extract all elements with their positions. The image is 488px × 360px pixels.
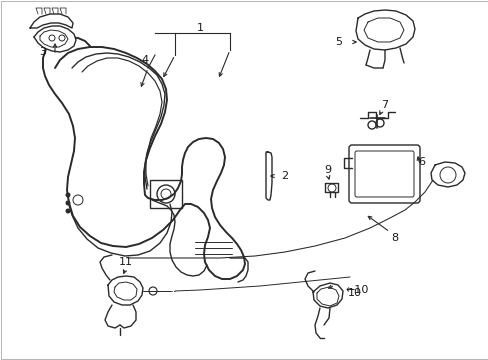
Text: 1: 1 [196,23,203,33]
PathPatch shape [430,162,464,187]
PathPatch shape [355,10,414,50]
Text: 6: 6 [418,157,425,167]
Text: 11: 11 [119,257,133,267]
Text: 8: 8 [390,233,398,243]
PathPatch shape [108,276,142,305]
Text: 2: 2 [281,171,288,181]
Circle shape [149,287,157,295]
PathPatch shape [30,14,73,28]
Circle shape [66,209,70,213]
Text: 4: 4 [141,55,148,65]
Text: 10: 10 [347,288,361,298]
PathPatch shape [34,26,76,52]
Bar [150,180,182,208]
PathPatch shape [312,283,342,308]
Circle shape [66,193,70,197]
Text: 9: 9 [324,165,331,175]
Circle shape [66,201,70,205]
Text: ←10: ←10 [345,285,367,295]
Text: 3: 3 [40,47,46,57]
PathPatch shape [265,152,271,200]
Text: 7: 7 [381,100,388,110]
Text: 5: 5 [334,37,341,47]
